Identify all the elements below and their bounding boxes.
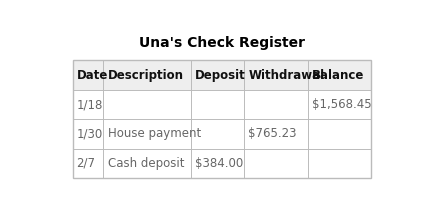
Text: 1/18: 1/18 [77,98,103,111]
Text: 2/7: 2/7 [77,157,96,170]
Text: $384.00: $384.00 [195,157,243,170]
Text: Una's Check Register: Una's Check Register [139,36,305,50]
Text: $765.23: $765.23 [248,127,297,140]
Bar [73,90,371,119]
Text: House payment: House payment [107,127,201,140]
Text: Withdrawal: Withdrawal [248,69,324,82]
Bar [73,60,371,178]
Bar [73,149,371,178]
Text: $1,568.45: $1,568.45 [312,98,372,111]
Text: Balance: Balance [312,69,364,82]
Text: Date: Date [77,69,108,82]
Text: Description: Description [107,69,184,82]
Text: Deposit: Deposit [195,69,246,82]
Text: 1/30: 1/30 [77,127,103,140]
Text: Cash deposit: Cash deposit [107,157,184,170]
Bar [73,60,371,90]
Bar [73,119,371,149]
